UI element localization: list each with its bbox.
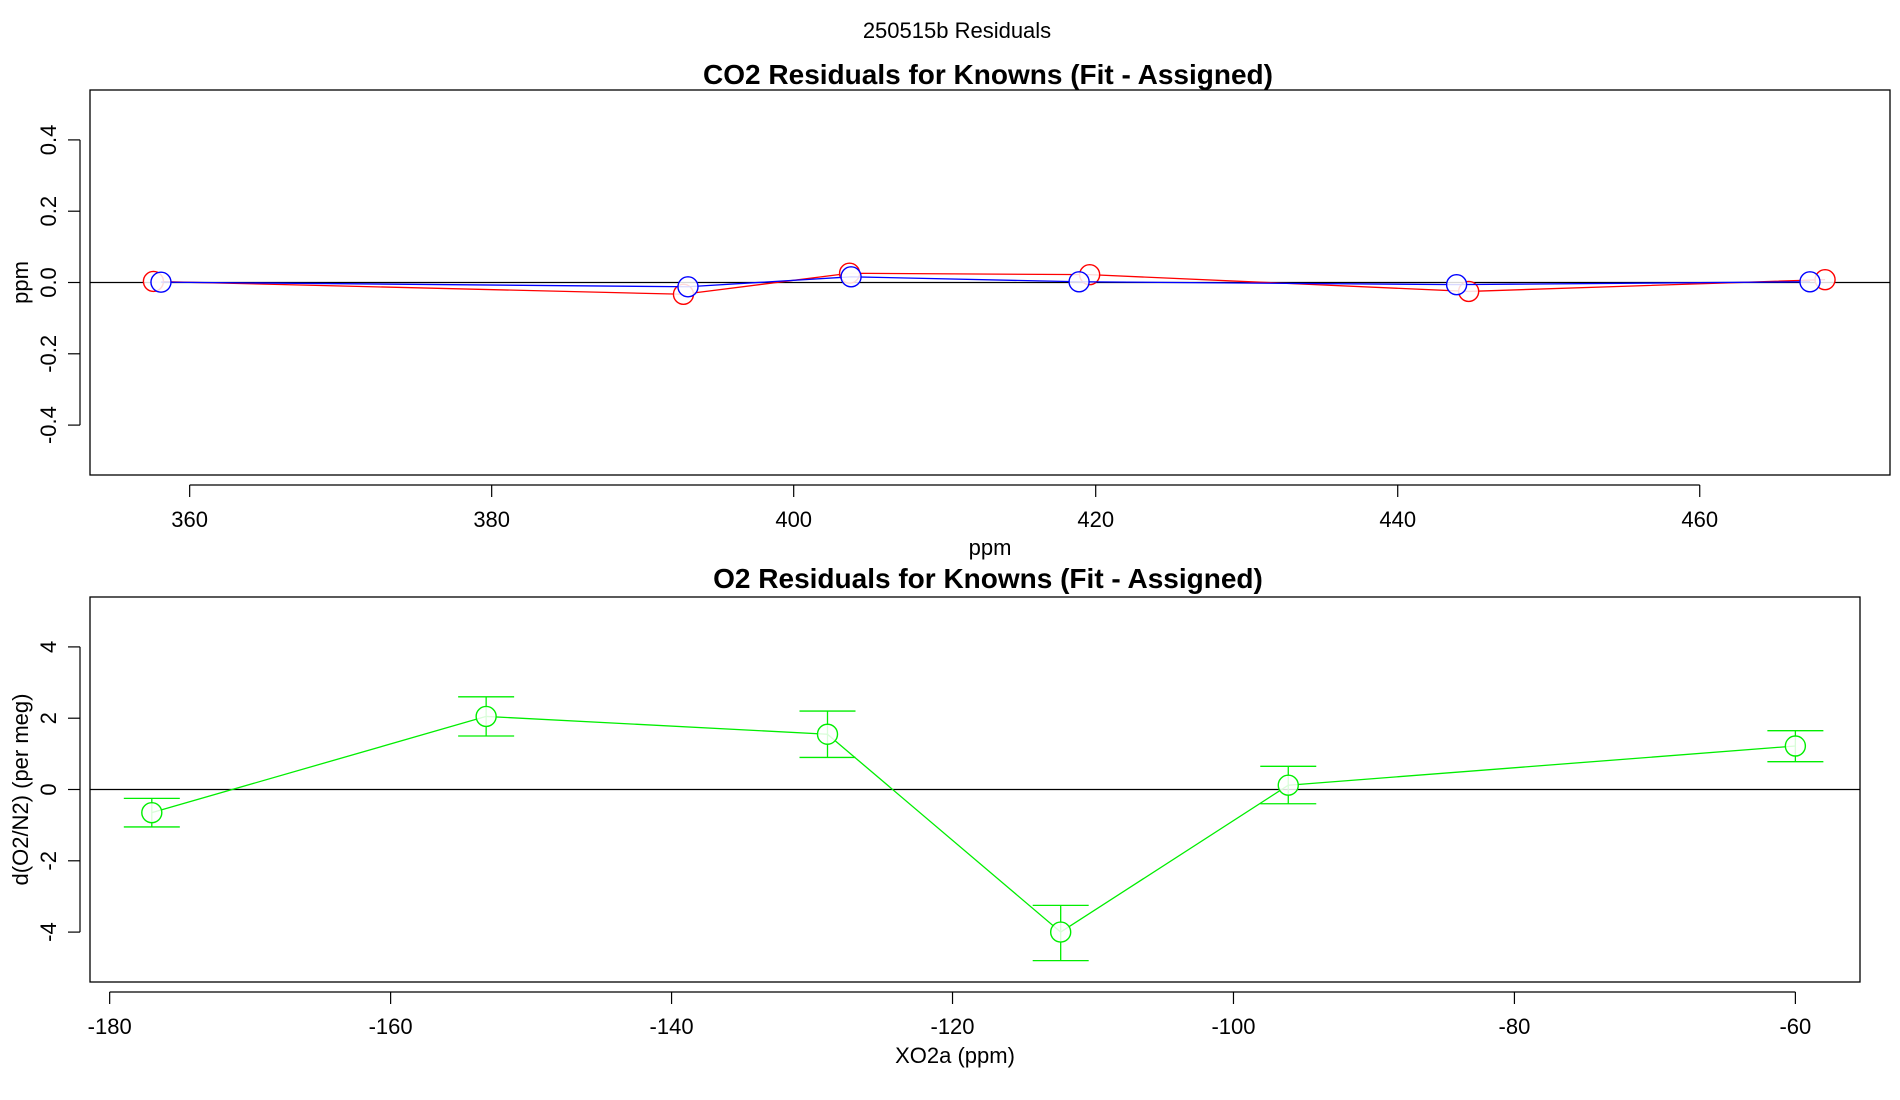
co2-y-tick-label: -0.2 (36, 335, 61, 373)
o2-x-tick-label: -60 (1779, 1014, 1811, 1039)
o2-x-tick-label: -140 (650, 1014, 694, 1039)
o2-x-tick-label: -180 (88, 1014, 132, 1039)
co2-series-1 (150, 266, 1821, 298)
co2-y-tick-label: 0.4 (36, 125, 61, 156)
o2-series-0 (123, 696, 1824, 962)
co2-data-point (150, 271, 172, 293)
o2-x-axis-label: XO2a (ppm) (895, 1043, 1015, 1068)
o2-x-tick-label: -120 (931, 1014, 975, 1039)
o2-y-tick-label: 4 (36, 641, 61, 653)
co2-y-tick-label: -0.4 (36, 406, 61, 444)
o2-series-group (123, 696, 1824, 962)
o2-data-point (475, 705, 497, 728)
co2-y-tick-label: 0.0 (36, 267, 61, 298)
o2-panel-title: O2 Residuals for Knowns (Fit - Assigned) (713, 563, 1263, 594)
co2-data-point (1068, 271, 1090, 293)
o2-series-line (151, 715, 1796, 933)
co2-data-point (1445, 273, 1468, 296)
co2-series-line (153, 272, 1826, 295)
co2-y-axis: -0.4 -0.2 0.0 0.2 0.4 (36, 125, 81, 444)
co2-x-tick-label: 440 (1379, 507, 1416, 532)
o2-y-axis-label: d(O2/N2) (per meg) (8, 694, 33, 886)
co2-x-tick-label: 400 (775, 507, 812, 532)
figure-suptitle: 250515b Residuals (863, 18, 1051, 43)
co2-data-point (1799, 271, 1821, 293)
co2-y-tick-label: 0.2 (36, 196, 61, 227)
co2-series-line (160, 276, 1810, 288)
o2-data-point (1049, 921, 1072, 943)
o2-y-tick-label: 0 (36, 783, 61, 795)
co2-x-tick-label: 460 (1681, 507, 1718, 532)
co2-x-tick-label: 380 (473, 507, 510, 532)
o2-data-point (1784, 735, 1807, 757)
co2-x-axis: 360 380 400 420 440 460 (171, 484, 1718, 532)
o2-x-tick-label: -80 (1499, 1014, 1531, 1039)
o2-data-point (141, 801, 163, 824)
co2-data-point (840, 266, 862, 288)
o2-y-tick-label: -2 (36, 851, 61, 871)
co2-data-point (677, 276, 699, 298)
co2-panel-title: CO2 Residuals for Knowns (Fit - Assigned… (703, 59, 1273, 90)
o2-y-axis: -4 -2 0 2 4 (36, 641, 81, 942)
o2-data-point (816, 723, 839, 745)
o2-y-tick-label: -4 (36, 922, 61, 942)
o2-y-tick-label: 2 (36, 712, 61, 724)
o2-x-tick-label: -100 (1211, 1014, 1255, 1039)
co2-x-tick-label: 420 (1077, 507, 1114, 532)
co2-x-axis-label: ppm (969, 535, 1012, 560)
co2-residuals-panel: CO2 Residuals for Knowns (Fit - Assigned… (8, 59, 1891, 560)
co2-x-tick-label: 360 (171, 507, 208, 532)
o2-residuals-panel: O2 Residuals for Knowns (Fit - Assigned)… (8, 563, 1861, 1068)
co2-series-group (142, 262, 1836, 305)
o2-data-point (1277, 774, 1299, 796)
o2-x-axis: -180 -160 -140 -120 -100 -80 -60 (88, 991, 1811, 1039)
o2-x-tick-label: -160 (369, 1014, 413, 1039)
co2-y-axis-label: ppm (8, 261, 33, 304)
